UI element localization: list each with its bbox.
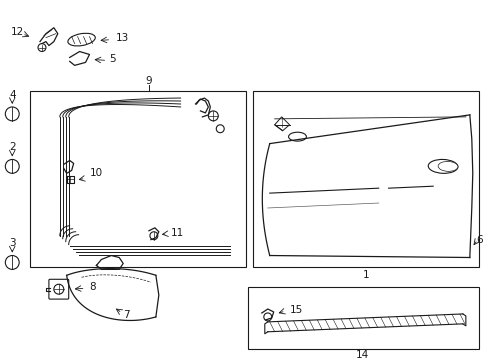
Text: 7: 7 [122, 310, 129, 320]
Text: 6: 6 [475, 235, 482, 245]
Text: 9: 9 [145, 76, 152, 86]
Text: 15: 15 [289, 305, 302, 315]
Text: 5: 5 [109, 54, 116, 64]
Circle shape [216, 125, 224, 133]
Circle shape [5, 256, 19, 269]
Text: 2: 2 [9, 141, 16, 152]
Circle shape [38, 44, 46, 51]
Circle shape [5, 107, 19, 121]
Text: 11: 11 [170, 228, 183, 238]
Ellipse shape [427, 159, 457, 173]
Text: 4: 4 [9, 90, 16, 100]
Text: 10: 10 [89, 168, 102, 178]
Text: 8: 8 [89, 282, 96, 292]
Text: 3: 3 [9, 238, 16, 248]
Ellipse shape [437, 161, 457, 171]
Circle shape [54, 284, 63, 294]
Ellipse shape [68, 33, 95, 46]
Bar [252, 91, 478, 267]
Ellipse shape [288, 132, 306, 141]
Text: 13: 13 [116, 33, 129, 42]
Circle shape [5, 159, 19, 173]
Circle shape [150, 232, 158, 240]
Bar [247, 287, 478, 348]
Text: 14: 14 [355, 350, 369, 360]
Text: 1: 1 [362, 270, 368, 280]
Text: 12: 12 [11, 27, 24, 37]
Polygon shape [274, 117, 289, 131]
Circle shape [208, 111, 218, 121]
Circle shape [263, 313, 271, 321]
FancyBboxPatch shape [49, 279, 69, 299]
Bar [30, 91, 245, 267]
